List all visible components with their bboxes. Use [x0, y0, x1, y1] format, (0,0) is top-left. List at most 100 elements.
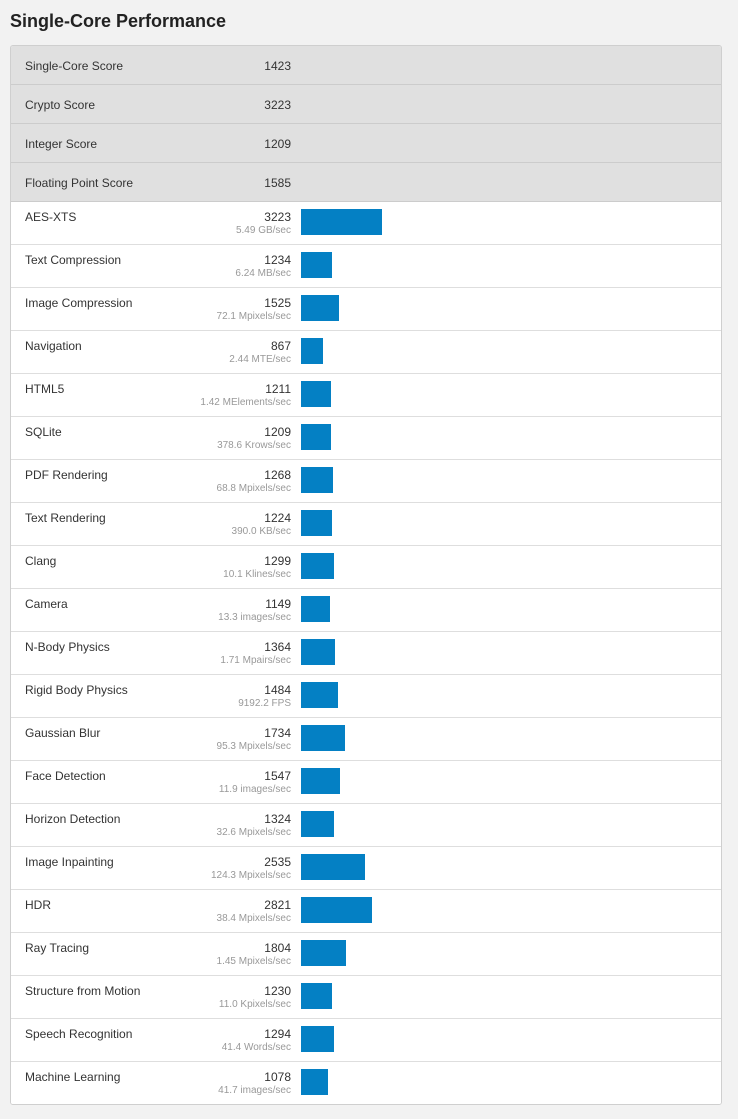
benchmark-name: HTML5: [25, 382, 65, 396]
benchmark-row: Horizon Detection 1324 32.6 Mpixels/sec: [11, 804, 721, 847]
benchmark-name: Face Detection: [25, 769, 106, 783]
benchmark-throughput: 2.44 MTE/sec: [229, 354, 291, 365]
benchmark-row: Face Detection 1547 11.9 images/sec: [11, 761, 721, 804]
benchmark-name: SQLite: [25, 425, 62, 439]
score-bar: [301, 725, 345, 751]
score-bar: [301, 510, 332, 536]
benchmark-row: HDR 2821 38.4 Mpixels/sec: [11, 890, 721, 933]
benchmark-name: Camera: [25, 597, 68, 611]
benchmark-score: 1224: [264, 511, 291, 525]
benchmark-name: Horizon Detection: [25, 812, 121, 826]
summary-row: Single-Core Score 1423: [11, 46, 721, 85]
benchmark-name: Image Inpainting: [25, 855, 114, 869]
benchmark-row: Speech Recognition 1294 41.4 Words/sec: [11, 1019, 721, 1062]
benchmark-throughput: 1.42 MElements/sec: [200, 397, 291, 408]
benchmark-row: Gaussian Blur 1734 95.3 Mpixels/sec: [11, 718, 721, 761]
score-bar: [301, 338, 323, 364]
score-bar: [301, 295, 339, 321]
benchmark-row: Ray Tracing 1804 1.45 Mpixels/sec: [11, 933, 721, 976]
benchmark-throughput: 1.71 Mpairs/sec: [220, 655, 291, 666]
benchmark-name: Text Rendering: [25, 511, 106, 525]
score-bar: [301, 854, 365, 880]
benchmark-score: 1268: [264, 468, 291, 482]
benchmark-score: 3223: [264, 210, 291, 224]
summary-label: Floating Point Score: [25, 176, 134, 190]
benchmark-score: 1364: [264, 640, 291, 654]
score-bar: [301, 682, 338, 708]
benchmark-name: N-Body Physics: [25, 640, 110, 654]
benchmark-row: Structure from Motion 1230 11.0 Kpixels/se…: [11, 976, 721, 1019]
score-bar: [301, 1069, 328, 1095]
benchmark-throughput: 124.3 Mpixels/sec: [210, 870, 291, 881]
benchmark-name: Machine Learning: [25, 1070, 121, 1084]
benchmark-throughput: 1.45 Mpixels/sec: [216, 956, 291, 967]
benchmark-name: Rigid Body Physics: [25, 683, 128, 697]
benchmark-row: HTML5 1211 1.42 MElements/sec: [11, 374, 721, 417]
summary-row: Crypto Score 3223: [11, 85, 721, 124]
score-bar: [301, 252, 332, 278]
results-table: Single-Core Score 1423 Crypto Score 3223 Int…: [10, 45, 722, 1105]
benchmark-name: Navigation: [25, 339, 82, 353]
benchmark-row: Navigation 867 2.44 MTE/sec: [11, 331, 721, 374]
benchmark-throughput: 11.0 Kpixels/sec: [218, 999, 291, 1010]
benchmark-name: Gaussian Blur: [25, 726, 101, 740]
benchmark-name: Text Compression: [25, 253, 122, 267]
benchmark-score: 1230: [264, 984, 291, 998]
summary-row: Integer Score 1209: [11, 124, 721, 163]
score-bar: [301, 1026, 334, 1052]
benchmark-throughput: 72.1 Mpixels/sec: [216, 311, 291, 322]
benchmark-name: Image Compression: [25, 296, 133, 310]
summary-value: 1209: [264, 137, 291, 151]
benchmark-throughput: 9192.2 FPS: [238, 698, 291, 709]
benchmark-score: 1734: [264, 726, 291, 740]
score-bar: [301, 897, 372, 923]
benchmark-score: 1234: [264, 253, 291, 267]
score-bar: [301, 424, 331, 450]
benchmark-throughput: 10.1 Klines/sec: [223, 569, 291, 580]
summary-label: Crypto Score: [25, 98, 96, 112]
benchmark-row: PDF Rendering 1268 68.8 Mpixels/sec: [11, 460, 721, 503]
benchmark-throughput: 13.3 images/sec: [218, 612, 291, 623]
benchmark-throughput: 6.24 MB/sec: [235, 268, 291, 279]
benchmark-throughput: 390.0 KB/sec: [231, 526, 291, 537]
benchmark-score: 1484: [264, 683, 291, 697]
benchmark-row: Machine Learning 1078 41.7 images/sec: [11, 1062, 721, 1104]
benchmark-row: Text Rendering 1224 390.0 KB/sec: [11, 503, 721, 546]
benchmark-name: Clang: [25, 554, 57, 568]
page-title: Single-Core Performance: [10, 11, 227, 31]
benchmark-score: 1547: [264, 769, 291, 783]
benchmark-name: Ray Tracing: [25, 941, 90, 955]
score-bar: [301, 983, 332, 1009]
benchmark-row: AES-XTS 3223 5.49 GB/sec: [11, 202, 721, 245]
summary-value: 1585: [264, 176, 291, 190]
summary-value: 3223: [264, 98, 291, 112]
summary-row: Floating Point Score 1585: [11, 163, 721, 202]
benchmark-row: Text Compression 1234 6.24 MB/sec: [11, 245, 721, 288]
benchmark-throughput: 95.3 Mpixels/sec: [216, 741, 291, 752]
benchmark-score: 1209: [264, 425, 291, 439]
benchmark-row: Image Compression 1525 72.1 Mpixels/sec: [11, 288, 721, 331]
score-bar: [301, 811, 334, 837]
benchmark-throughput: 38.4 Mpixels/sec: [216, 913, 291, 924]
score-bar: [301, 768, 340, 794]
score-bar: [301, 209, 382, 235]
benchmark-throughput: 32.6 Mpixels/sec: [216, 827, 291, 838]
benchmark-score: 867: [270, 339, 291, 353]
benchmark-score: 1324: [264, 812, 291, 826]
score-bar: [301, 639, 335, 665]
summary-value: 1423: [264, 59, 291, 73]
score-bar: [301, 940, 346, 966]
benchmark-score: 1525: [264, 296, 291, 310]
benchmark-score: 1149: [265, 597, 291, 611]
benchmark-score: 1078: [264, 1070, 291, 1084]
benchmark-row: SQLite 1209 378.6 Krows/sec: [11, 417, 721, 460]
benchmark-row: Rigid Body Physics 1484 9192.2 FPS: [11, 675, 721, 718]
benchmark-row: Clang 1299 10.1 Klines/sec: [11, 546, 721, 589]
benchmark-throughput: 5.49 GB/sec: [235, 225, 291, 236]
benchmark-score: 2821: [264, 898, 291, 912]
benchmark-name: AES-XTS: [25, 210, 77, 224]
benchmark-section: AES-XTS 3223 5.49 GB/sec Text Compression 12…: [11, 202, 721, 1104]
benchmark-throughput: 41.7 images/sec: [218, 1085, 291, 1096]
benchmark-row: N-Body Physics 1364 1.71 Mpairs/sec: [11, 632, 721, 675]
score-bar: [301, 596, 330, 622]
